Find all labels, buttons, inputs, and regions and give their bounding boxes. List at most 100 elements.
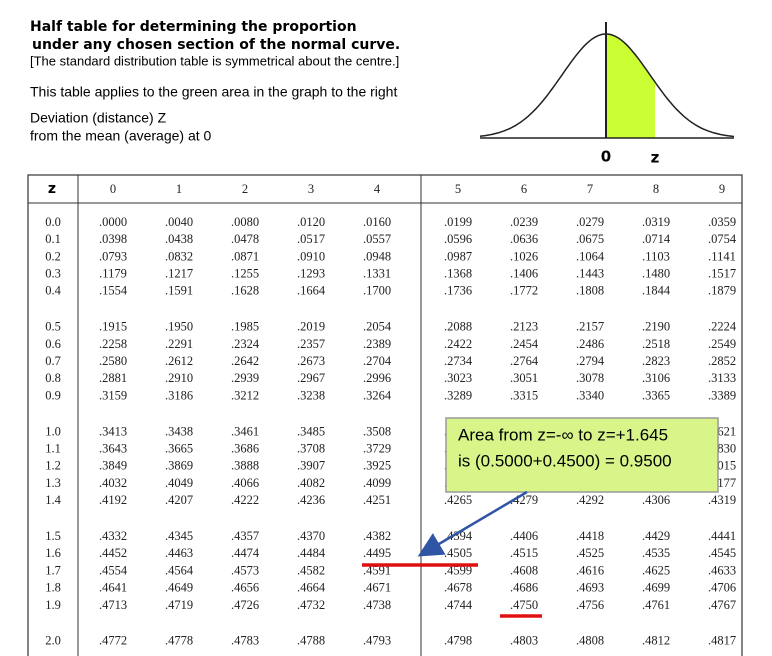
cell: .0120	[297, 215, 325, 229]
cell: .4788	[297, 634, 325, 648]
cell: .1179	[99, 266, 127, 280]
cell: .4649	[165, 581, 193, 595]
cell: .4495	[363, 546, 391, 560]
row-z: 0.8	[45, 371, 61, 385]
cell: .4082	[297, 476, 325, 490]
cell: .3461	[231, 424, 259, 438]
cell: .2910	[165, 371, 193, 385]
cell: .4671	[363, 581, 391, 595]
cell: .1255	[231, 266, 259, 280]
cell: .2054	[363, 320, 392, 334]
cell: .0160	[363, 215, 391, 229]
cell: .4394	[444, 529, 473, 543]
cell: .4418	[576, 529, 604, 543]
cell: .2967	[297, 371, 325, 385]
cell: .4812	[642, 634, 670, 648]
cell: .4633	[708, 563, 736, 577]
cell: .4582	[297, 563, 325, 577]
cell: .4608	[510, 563, 538, 577]
cell: .1554	[99, 284, 128, 298]
cell: .4656	[231, 581, 259, 595]
cell: .3686	[231, 441, 259, 455]
row-z: 1.0	[45, 424, 61, 438]
row-z: 0.0	[45, 215, 61, 229]
cell: .2422	[444, 337, 472, 351]
applies: This table applies to the green area in …	[30, 84, 397, 100]
cell: .0793	[99, 249, 127, 263]
cell: .3023	[444, 371, 472, 385]
row-z: 0.5	[45, 320, 61, 334]
cell: .2549	[708, 337, 736, 351]
column-header: 9	[719, 182, 725, 196]
cell: .4599	[444, 563, 472, 577]
green-area	[606, 34, 655, 138]
cell: .1879	[708, 284, 736, 298]
cell: .1064	[576, 249, 605, 263]
cell: .3340	[576, 388, 604, 402]
cell: .4803	[510, 634, 538, 648]
cell: .4429	[642, 529, 670, 543]
cell: .1915	[99, 320, 127, 334]
cell: .3485	[297, 424, 325, 438]
cell: .4678	[444, 581, 472, 595]
cell: .1844	[642, 284, 671, 298]
deviation: from the mean (average) at 0	[30, 128, 212, 144]
cell: .2642	[231, 354, 259, 368]
cell: .0596	[444, 232, 472, 246]
cell: .4706	[708, 581, 736, 595]
cell: .4761	[642, 598, 670, 612]
cell: .4554	[99, 563, 128, 577]
cell: .2190	[642, 320, 670, 334]
row-z: 1.2	[45, 459, 61, 473]
cell: .4099	[363, 476, 391, 490]
row-z: 0.2	[45, 249, 61, 263]
cell: .3907	[297, 459, 325, 473]
cell: .4793	[363, 634, 391, 648]
row-z: 2.0	[45, 634, 61, 648]
cell: .0948	[363, 249, 391, 263]
cell: .4251	[363, 493, 391, 507]
cell: .4625	[642, 563, 670, 577]
cell: .2734	[444, 354, 473, 368]
cell: .2389	[363, 337, 391, 351]
cell: .4756	[576, 598, 604, 612]
cell: .2224	[708, 320, 737, 334]
cell: .4738	[363, 598, 391, 612]
cell: .4817	[708, 634, 736, 648]
cell: .3708	[297, 441, 325, 455]
cell: .4463	[165, 546, 193, 560]
cell: .4332	[99, 529, 127, 543]
cell: .0754	[708, 232, 737, 246]
cell: .1293	[297, 266, 325, 280]
cell: .2157	[576, 320, 604, 334]
cell: .4370	[297, 529, 325, 543]
cell: .4798	[444, 634, 472, 648]
cell: .0987	[444, 249, 472, 263]
cell: .4641	[99, 581, 127, 595]
cell: .4032	[99, 476, 127, 490]
cell: .4357	[231, 529, 259, 543]
cell: .1480	[642, 266, 670, 280]
cell: .4505	[444, 546, 472, 560]
cell: .1700	[363, 284, 391, 298]
cell: .0675	[576, 232, 604, 246]
deviation: Deviation (distance) Z	[30, 110, 167, 126]
cell: .2258	[99, 337, 127, 351]
cell: .2939	[231, 371, 259, 385]
cell: .3925	[363, 459, 391, 473]
corner: z	[48, 181, 56, 197]
cell: .3289	[444, 388, 472, 402]
cell: .4767	[708, 598, 736, 612]
cell: .2019	[297, 320, 325, 334]
cell: .3238	[297, 388, 325, 402]
cell: .4066	[231, 476, 259, 490]
cell: .0080	[231, 215, 259, 229]
cell: .4319	[708, 493, 736, 507]
cell: .2704	[363, 354, 392, 368]
cell: .4719	[165, 598, 193, 612]
cell: .0279	[576, 215, 604, 229]
column-header: 3	[308, 182, 314, 196]
cell: .4545	[708, 546, 736, 560]
cell: .2580	[99, 354, 127, 368]
